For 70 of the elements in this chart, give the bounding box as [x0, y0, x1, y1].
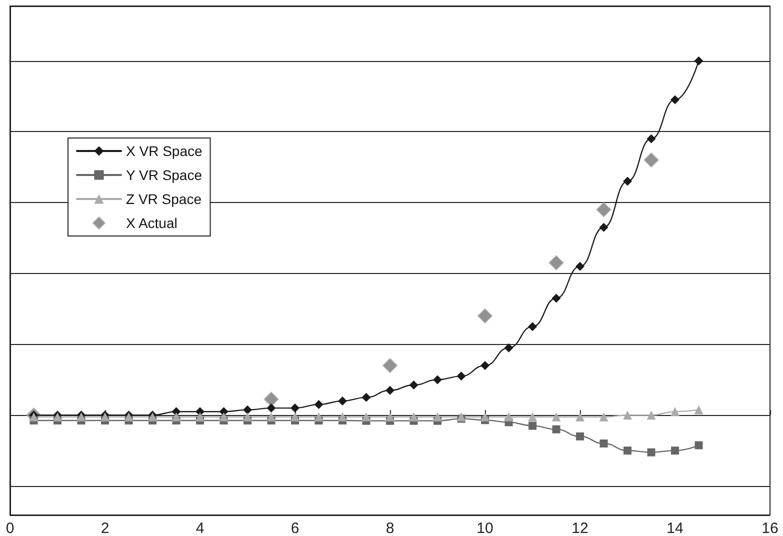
point: [600, 439, 608, 448]
point: [266, 412, 276, 422]
point: [480, 361, 490, 370]
point: [290, 404, 300, 413]
legend-label: X VR Space: [126, 143, 202, 159]
point: [386, 386, 394, 395]
point: [528, 422, 536, 430]
point: [480, 412, 490, 422]
point: [694, 405, 704, 414]
point: [433, 412, 442, 422]
point: [694, 441, 703, 450]
point: [382, 358, 398, 374]
point: [644, 152, 659, 168]
point: [623, 410, 632, 420]
point: [338, 396, 347, 406]
point: [243, 412, 252, 422]
point: [552, 412, 561, 422]
x-tick-label: 10: [476, 520, 494, 536]
point: [647, 448, 656, 456]
point: [504, 412, 514, 422]
point: [646, 410, 656, 420]
point: [528, 322, 537, 332]
point: [172, 412, 181, 422]
x-tick-label: 6: [290, 520, 300, 536]
point: [596, 202, 612, 218]
point: [314, 412, 324, 422]
point: [314, 400, 324, 410]
point: [264, 392, 279, 407]
point: [243, 405, 252, 414]
x-tick-label: 12: [572, 520, 588, 536]
point: [599, 222, 608, 232]
point: [409, 380, 418, 390]
point: [386, 412, 394, 422]
point: [548, 255, 564, 270]
x-tick-label: 4: [196, 520, 204, 536]
point: [646, 134, 656, 144]
point: [362, 412, 371, 422]
legend-label: Z VR Space: [126, 191, 202, 207]
legend-label: X Actual: [126, 215, 178, 231]
point: [504, 343, 514, 352]
point: [694, 56, 704, 66]
legend-label: Y VR Space: [126, 167, 202, 183]
point: [552, 425, 560, 434]
point: [671, 446, 679, 455]
point: [266, 404, 276, 413]
point: [219, 412, 228, 422]
point: [624, 446, 632, 455]
x-tick-label: 8: [386, 520, 394, 536]
point: [338, 412, 347, 422]
point: [456, 412, 466, 422]
point: [576, 412, 584, 422]
point: [196, 412, 204, 422]
point: [670, 95, 680, 104]
point: [433, 375, 442, 384]
point: [528, 412, 537, 422]
point: [670, 407, 680, 416]
point: [552, 294, 561, 303]
x-tick-label: 16: [762, 520, 778, 536]
point: [599, 412, 608, 422]
point: [576, 432, 584, 440]
point: [623, 176, 632, 186]
point: [456, 372, 466, 381]
point: [478, 308, 492, 324]
x-tick-label: 0: [6, 520, 14, 536]
x-tick-label: 2: [100, 520, 110, 536]
point: [409, 412, 418, 422]
point: [290, 412, 300, 422]
point: [362, 392, 371, 402]
x-tick-label: 14: [666, 520, 684, 536]
point: [576, 262, 584, 271]
